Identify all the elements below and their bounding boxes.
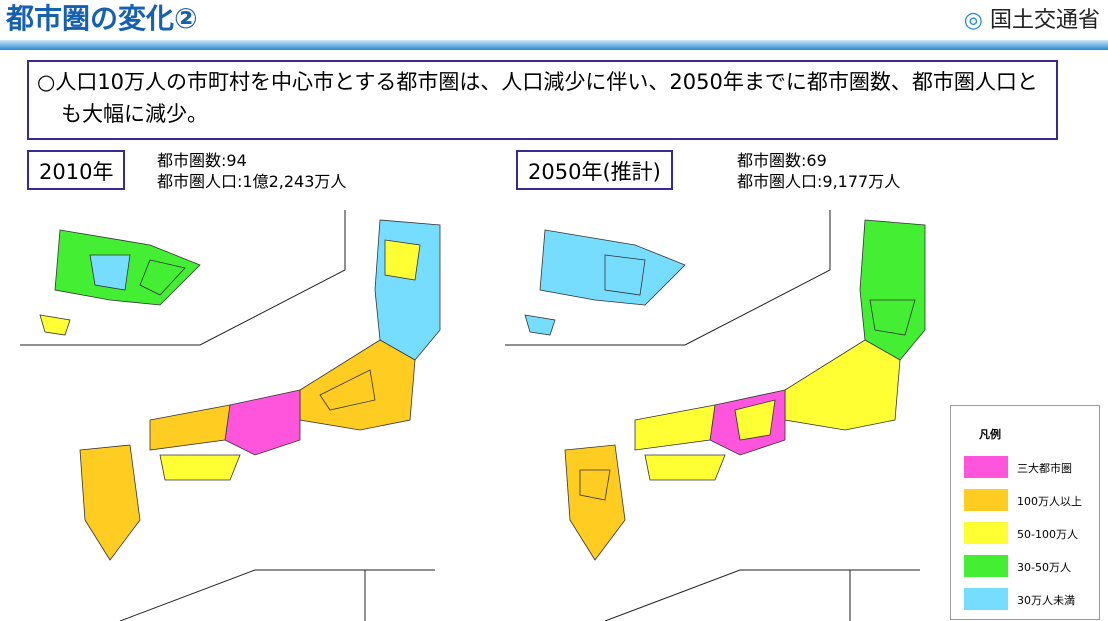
- map-region: [564, 444, 626, 561]
- inset-line: [505, 210, 831, 346]
- map-region: [89, 254, 131, 291]
- map-region: [319, 369, 376, 411]
- legend: 凡例 三大都市圏 100万人以上 50-100万人 30-50万人 30万人未満: [950, 405, 1100, 620]
- stat: 都市圏数:94: [157, 151, 247, 170]
- map-region: [79, 444, 141, 561]
- map-region: [149, 404, 231, 451]
- legend-swatch: [964, 456, 1008, 478]
- map-region: [384, 239, 421, 281]
- map-region: [634, 404, 716, 451]
- stripe: [0, 40, 1108, 50]
- map-region: [644, 454, 726, 481]
- legend-label: 50-100万人: [1017, 528, 1078, 541]
- stat: 都市圏数:69: [737, 151, 827, 170]
- legend-swatch: [964, 489, 1008, 511]
- year-label: 2050年(推計): [516, 150, 673, 190]
- legend-swatch: [964, 588, 1008, 610]
- map-region: [784, 339, 901, 431]
- map-region: [869, 299, 916, 336]
- inset-line: [604, 569, 920, 621]
- map-region: [224, 389, 301, 456]
- map-region: [579, 469, 611, 501]
- legend-swatch: [964, 555, 1008, 577]
- logo-text: 国土交通省: [989, 8, 1100, 33]
- stat: 都市圏人口:1億2,243万人: [157, 172, 347, 191]
- map-region: [39, 314, 71, 336]
- inset-line: [20, 210, 346, 346]
- legend-title: 凡例: [979, 428, 1001, 441]
- legend-label: 30-50万人: [1017, 561, 1071, 574]
- map-region: [604, 254, 646, 296]
- map-region: [139, 259, 186, 296]
- map-region: [159, 454, 241, 481]
- title: 都市圏の変化②: [6, 2, 198, 35]
- stats: 都市圏数:69 都市圏人口:9,177万人: [737, 150, 900, 192]
- year-label: 2010年: [27, 150, 126, 190]
- stats: 都市圏数:94 都市圏人口:1億2,243万人: [157, 150, 346, 192]
- inset-line: [119, 569, 435, 621]
- maps: [20, 210, 926, 621]
- map-region: [734, 399, 776, 441]
- legend-label: 30万人未満: [1017, 594, 1075, 607]
- logo: ◎ 国土交通省: [963, 8, 1100, 33]
- legend-label: 三大都市圏: [1017, 462, 1072, 475]
- map-region: [859, 219, 926, 361]
- summary: ○人口10万人の市町村を中心市とする都市圏は、人口減少に伴い、2050年までに都…: [27, 60, 1058, 140]
- legend-label: 100万人以上: [1017, 495, 1082, 508]
- stat: 都市圏人口:9,177万人: [737, 172, 901, 191]
- legend-swatch: [964, 522, 1008, 544]
- map-region: [524, 314, 556, 336]
